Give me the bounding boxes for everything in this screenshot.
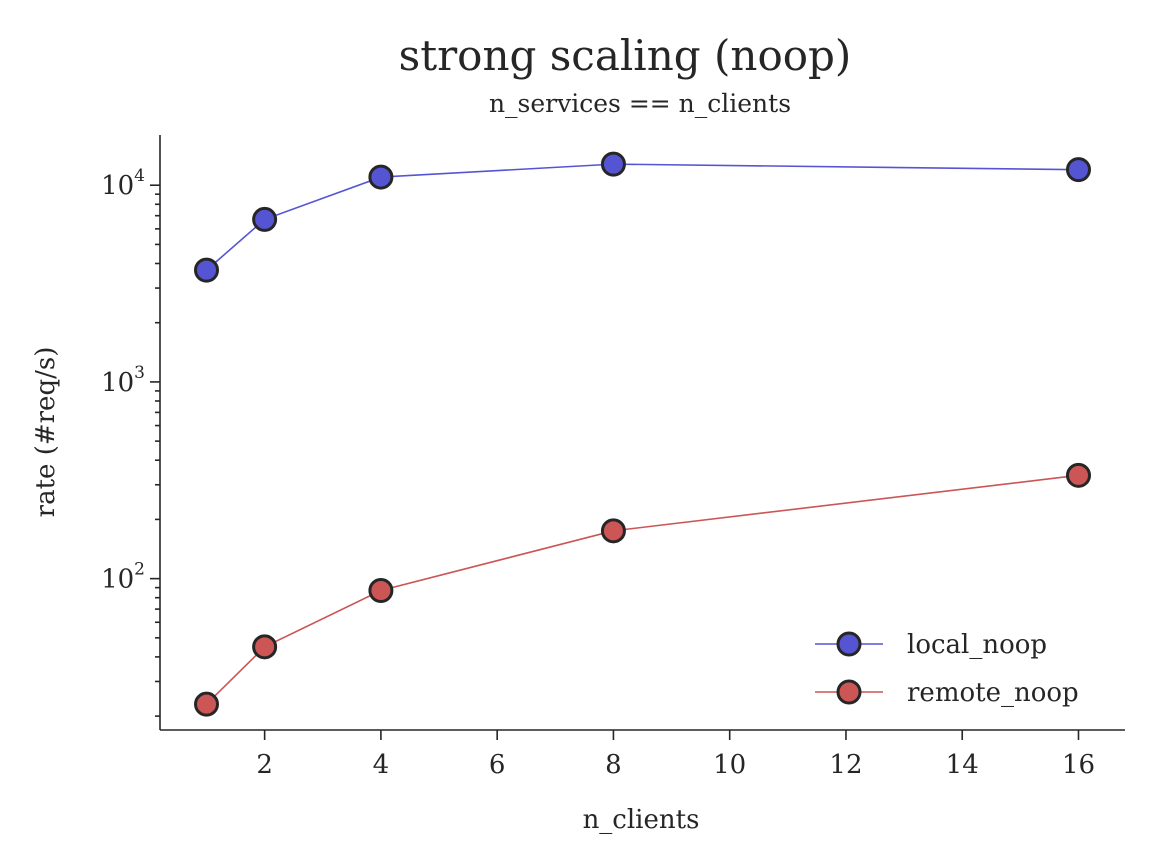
data-point-local_noop <box>368 164 394 190</box>
x-tick-label: 16 <box>1062 750 1095 780</box>
data-point-remote_noop <box>600 518 626 544</box>
data-point-remote_noop <box>194 691 220 717</box>
legend-marker-remote_noop <box>836 679 862 705</box>
x-tick-label: 4 <box>373 750 390 780</box>
data-point-local_noop <box>194 257 220 283</box>
y-tick-base: 10 <box>101 171 134 201</box>
data-point-local_noop <box>252 206 278 232</box>
legend-label-local_noop: local_noop <box>907 630 1047 660</box>
series-layer <box>194 151 1091 717</box>
y-tick-base: 10 <box>101 565 134 595</box>
x-axis-label: n_clients <box>583 805 700 835</box>
data-point-remote_noop <box>368 578 394 604</box>
x-tick-label: 14 <box>946 750 979 780</box>
y-tick-exponent: 2 <box>134 560 145 580</box>
data-point-remote_noop <box>252 634 278 660</box>
chart-subtitle: n_services == n_clients <box>489 89 791 118</box>
y-tick-exponent: 4 <box>134 166 145 186</box>
data-point-local_noop <box>600 151 626 177</box>
y-tick-exponent: 3 <box>134 363 145 383</box>
data-point-local_noop <box>1065 157 1091 183</box>
y-tick-label: 104 <box>101 166 145 201</box>
y-tick-label: 102 <box>101 560 145 595</box>
legend-label-remote_noop: remote_noop <box>907 678 1079 708</box>
data-point-remote_noop <box>1065 462 1091 488</box>
x-tick-label: 8 <box>605 750 622 780</box>
y-tick-base: 10 <box>101 368 134 398</box>
series-line-local_noop <box>205 163 1079 271</box>
x-tick-label: 12 <box>829 750 862 780</box>
x-ticks: 2 4 6 8 10 12 14 16 <box>256 730 1095 780</box>
x-tick-label: 2 <box>256 750 273 780</box>
x-tick-label: 10 <box>713 750 746 780</box>
legend-marker-local_noop <box>836 631 862 657</box>
x-tick-label: 6 <box>489 750 506 780</box>
chart-title: strong scaling (noop) <box>399 31 852 80</box>
legend: local_noop remote_noop <box>815 630 1079 708</box>
series-line-remote_noop <box>205 474 1079 705</box>
y-axis-label: rate (#req/s) <box>31 347 61 518</box>
y-tick-label: 103 <box>101 363 145 398</box>
